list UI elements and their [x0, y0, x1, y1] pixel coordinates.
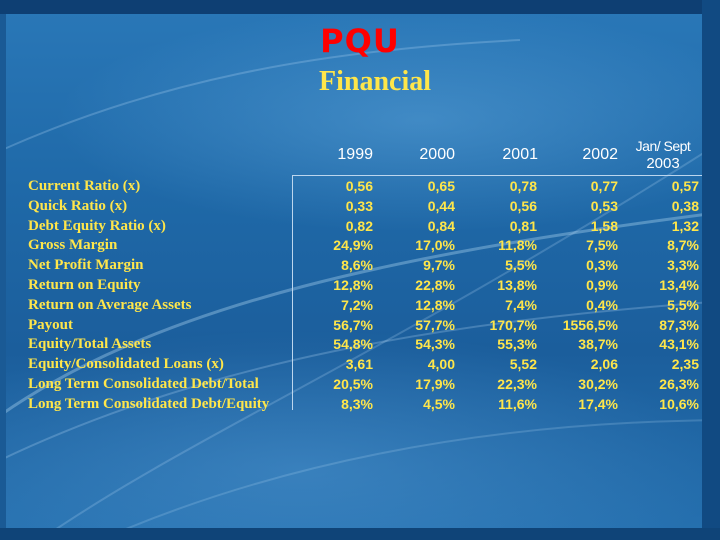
row-label: Long Term Consolidated Debt/Equity [28, 395, 270, 412]
table-cell: 0,33 [345, 197, 373, 214]
table-cell: 57,7% [415, 316, 455, 333]
table-cell: 1556,5% [562, 316, 618, 333]
column-header-2003: Jan/ Sept 2003 [626, 137, 700, 173]
table-cell: 5,52 [509, 356, 537, 373]
table-cell: 0,4% [586, 296, 618, 313]
table-cell: 2,35 [671, 356, 699, 373]
row-label: Quick Ratio (x) [28, 197, 128, 214]
table-cell: 0,53 [590, 197, 618, 214]
table-cell: 1,32 [671, 217, 699, 234]
left-bar [0, 14, 6, 528]
table-cell: 0,78 [509, 178, 537, 194]
column-header-1999: 1999 [337, 146, 373, 163]
column-header-2003-line2: 2003 [646, 155, 680, 172]
table-cell: 54,3% [415, 336, 455, 353]
column-2000-values: 0,65 0,44 0,84 17,0% 9,7% 22,8% 12,8% 57… [375, 177, 455, 415]
table-cell: 0,38 [671, 197, 699, 214]
table-cell: 0,77 [590, 178, 618, 194]
table-cell: 10,6% [659, 395, 699, 412]
column-header-2000: 2000 [419, 146, 455, 163]
row-label: Debt Equity Ratio (x) [28, 217, 166, 234]
table-cell: 87,3% [659, 316, 699, 333]
table-cell: 0,56 [509, 197, 537, 214]
row-label: Payout [28, 316, 73, 333]
label-divider [292, 176, 293, 410]
top-bar [0, 0, 720, 14]
table-cell: 7,5% [586, 237, 618, 254]
table-cell: 22,3% [497, 375, 537, 392]
table-cell: 4,00 [427, 356, 455, 373]
table-cell: 55,3% [497, 336, 537, 353]
table-cell: 5,5% [505, 257, 537, 274]
table-cell: 3,3% [667, 257, 699, 274]
table-cell: 170,7% [489, 316, 537, 333]
table-cell: 30,2% [578, 375, 618, 392]
table-cell: 12,8% [415, 296, 455, 313]
table-cell: 13,4% [659, 276, 699, 293]
table-cell: 7,4% [505, 296, 537, 313]
table-cell: 2,06 [590, 356, 618, 373]
table-cell: 0,84 [427, 217, 455, 234]
table-cell: 5,5% [667, 296, 699, 313]
table-cell: 1,58 [590, 217, 618, 234]
column-2002-values: 0,77 0,53 1,58 7,5% 0,3% 0,9% 0,4% 1556,… [538, 177, 618, 415]
column-2001-values: 0,78 0,56 0,81 11,8% 5,5% 13,8% 7,4% 170… [457, 177, 537, 415]
row-labels: Current Ratio (x) Quick Ratio (x) Debt E… [28, 177, 269, 415]
row-label: Gross Margin [28, 237, 118, 254]
column-header-2003-line1: Jan/ Sept [635, 138, 691, 154]
table-cell: 0,3% [586, 257, 618, 274]
column-header-2001: 2001 [502, 146, 538, 163]
row-label: Return on Equity [28, 276, 141, 293]
table-cell: 26,3% [659, 375, 699, 392]
table-cell: 17,9% [415, 375, 455, 392]
table-cell: 43,1% [659, 336, 699, 353]
right-bar [702, 0, 720, 540]
table-cell: 0,56 [345, 178, 373, 194]
table-cell: 7,2% [341, 296, 373, 313]
table-cell: 17,4% [578, 395, 618, 412]
table-cell: 3,61 [345, 356, 373, 373]
column-1999-values: 0,56 0,33 0,82 24,9% 8,6% 12,8% 7,2% 56,… [293, 177, 373, 415]
table-cell: 4,5% [423, 395, 455, 412]
table-cell: 9,7% [423, 257, 455, 274]
table-cell: 8,3% [341, 395, 373, 412]
table-cell: 56,7% [333, 316, 373, 333]
table-cell: 0,82 [345, 217, 373, 234]
table-cell: 11,8% [498, 237, 537, 254]
table-cell: 0,81 [509, 217, 537, 234]
slide-subtitle: Financial [318, 66, 431, 97]
column-2003-values: 0,57 0,38 1,32 8,7% 3,3% 13,4% 5,5% 87,3… [619, 177, 699, 415]
table-cell: 24,9% [333, 237, 373, 254]
column-header-2002: 2002 [582, 146, 618, 163]
row-label: Equity/Total Assets [28, 336, 152, 353]
row-label: Net Profit Margin [28, 257, 144, 274]
table-cell: 20,5% [333, 375, 373, 392]
row-label: Equity/Consolidated Loans (x) [28, 356, 224, 373]
table-cell: 11,6% [498, 395, 537, 412]
table-cell: 22,8% [415, 276, 455, 293]
table-cell: 8,7% [667, 237, 699, 254]
table-cell: 0,65 [427, 178, 455, 194]
row-label: Current Ratio (x) [28, 178, 141, 194]
table-cell: 12,8% [333, 276, 373, 293]
table-cell: 17,0% [415, 237, 455, 254]
table-cell: 0,57 [671, 178, 699, 194]
row-label: Return on Average Assets [28, 296, 192, 313]
table-cell: 13,8% [497, 276, 537, 293]
table-cell: 0,9% [586, 276, 618, 293]
table-cell: 54,8% [333, 336, 373, 353]
header-divider [292, 175, 702, 176]
slide-title: PQU [320, 22, 400, 60]
table-cell: 38,7% [578, 336, 618, 353]
bottom-bar [0, 528, 720, 540]
table-cell: 0,44 [427, 197, 455, 214]
table-cell: 8,6% [341, 257, 373, 274]
row-label: Long Term Consolidated Debt/Total [28, 375, 259, 392]
